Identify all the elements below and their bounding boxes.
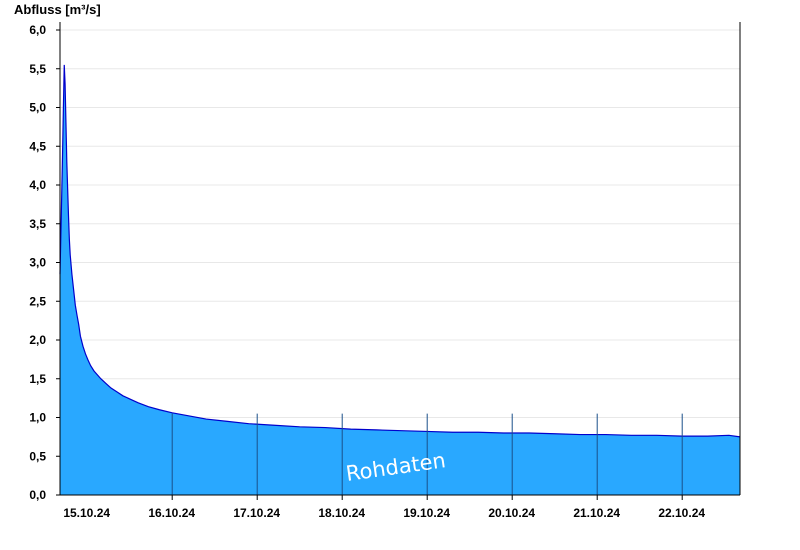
x-tick-label: 18.10.24 bbox=[318, 506, 365, 520]
x-tick-label: 21.10.24 bbox=[573, 506, 620, 520]
x-tick-label: 17.10.24 bbox=[233, 506, 280, 520]
y-tick-label: 6,0 bbox=[29, 23, 46, 37]
discharge-line bbox=[59, 64, 741, 438]
x-tick-label: 16.10.24 bbox=[148, 506, 195, 520]
y-tick-label: 0,0 bbox=[29, 488, 46, 502]
x-tick-labels: 15.10.24 16.10.24 17.10.24 18.10.24 19.10.24… bbox=[63, 506, 705, 520]
y-tick-label: 1,0 bbox=[29, 411, 46, 425]
y-tick-label: 4,5 bbox=[29, 139, 46, 153]
grid-lines bbox=[60, 29, 740, 457]
y-tick-label: 2,5 bbox=[29, 294, 46, 308]
y-tick-label: 3,5 bbox=[29, 217, 46, 231]
axes bbox=[56, 22, 741, 500]
y-tick-label: 5,0 bbox=[29, 101, 46, 115]
y-axis-label: Abfluss [m³/s] bbox=[14, 2, 101, 17]
y-tick-label: 1,5 bbox=[29, 372, 46, 386]
y-tick-label: 0,5 bbox=[29, 449, 46, 463]
day-separator-lines bbox=[171, 413, 683, 495]
x-tick-label: 19.10.24 bbox=[403, 506, 450, 520]
y-tick-label: 5,5 bbox=[29, 62, 46, 76]
y-tick-labels: 0,0 0,5 1,0 1,5 2,0 2,5 3,0 3,5 4,0 4,5 5,0 5,5 6,0 bbox=[29, 23, 46, 502]
discharge-area-series bbox=[59, 64, 741, 495]
y-tick-label: 4,0 bbox=[29, 178, 46, 192]
y-tick-label: 3,0 bbox=[29, 256, 46, 270]
x-tick-label: 20.10.24 bbox=[488, 506, 535, 520]
x-tick-label: 22.10.24 bbox=[658, 506, 705, 520]
x-tick-label: 15.10.24 bbox=[63, 506, 110, 520]
discharge-area bbox=[60, 64, 740, 495]
y-tick-label: 2,0 bbox=[29, 333, 46, 347]
